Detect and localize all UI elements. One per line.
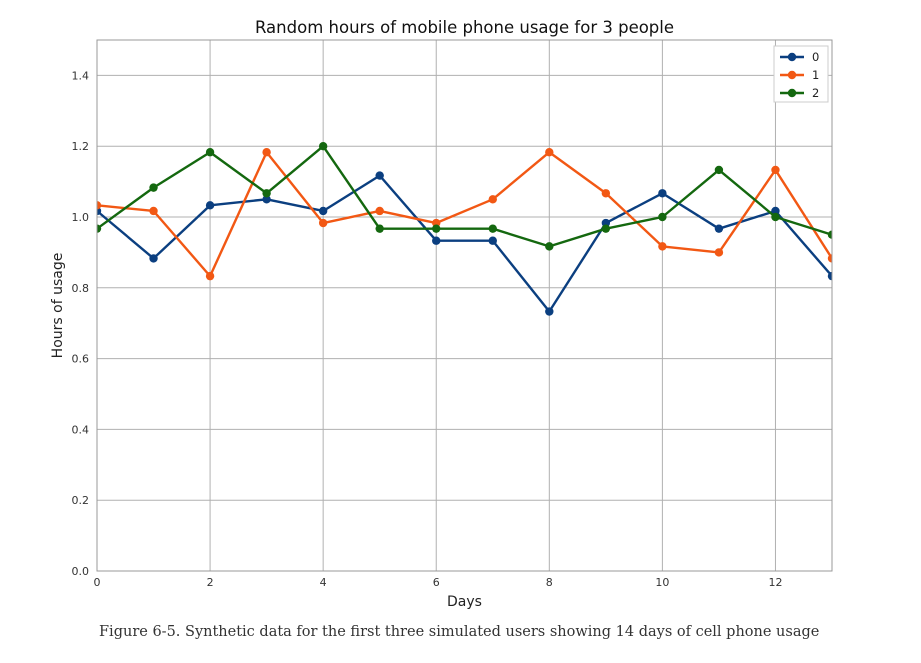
x-tick-label: 8 (546, 576, 553, 589)
legend: 0 1 2 (773, 45, 829, 103)
series-1-point (149, 206, 158, 216)
series-0-point (375, 171, 384, 180)
series-1-point (262, 148, 271, 157)
y-tick-label: 1.4 (72, 69, 90, 82)
x-tick-label: 6 (433, 576, 440, 589)
y-tick-label: 0.4 (72, 423, 90, 436)
x-tick-label: 2 (207, 576, 214, 589)
series-0-point (714, 224, 724, 233)
axis-labels: 0 2 4 6 8 10 12 0.0 0.2 0.4 0.6 0.8 1.0 1.2 1.4 (72, 69, 783, 589)
series-2-point (375, 224, 384, 233)
chart-title: Random hours of mobile phone usage for 3… (255, 18, 674, 37)
plot-frame (96, 39, 833, 572)
series-layer (97, 142, 832, 316)
legend-label-1: 1 (812, 68, 819, 82)
series-2-point (658, 212, 667, 222)
series-2-point (545, 242, 554, 251)
series-1-point (601, 189, 611, 198)
legend-marker-0 (787, 52, 797, 62)
figure-caption: Figure 6-5. Synthetic data for the first… (99, 624, 820, 640)
series-1-point (97, 201, 102, 210)
series-1-point (827, 254, 832, 263)
series-1-point (375, 206, 384, 216)
x-tick-label: 10 (655, 576, 669, 589)
series-1-point (714, 248, 724, 257)
series-0-point (149, 254, 158, 263)
series-2-line (97, 144, 832, 248)
series-2-point (771, 212, 780, 222)
series-2-point (97, 224, 102, 233)
series-2-point (149, 183, 158, 192)
y-tick-label: 0.0 (72, 565, 90, 578)
y-tick-label: 1.2 (72, 140, 90, 153)
chart-svg: 0 2 4 6 8 10 120.00.20.40.60.81.01.21.4 Random… (50, 18, 833, 610)
series-2-point (262, 189, 271, 198)
series-0-point (432, 236, 441, 245)
series-0-point (318, 206, 328, 216)
x-tick-label: 12 (768, 576, 782, 589)
series-2-point (432, 224, 441, 233)
series-2-point (714, 165, 724, 175)
legend-label-0: 0 (812, 50, 819, 64)
series-0-point (771, 206, 780, 216)
legend-marker-2 (787, 88, 797, 98)
y-axis-label: Hours of usage (50, 253, 66, 359)
y-tick-label: 1.0 (72, 211, 90, 224)
x-axis-label: Days (447, 594, 482, 610)
series-0-point (205, 201, 215, 210)
series-2-point (827, 230, 832, 239)
x-tick-label: 4 (320, 576, 327, 589)
series-2-point (318, 142, 328, 151)
series-2-point (601, 224, 611, 233)
y-tick-label: 0.2 (72, 494, 90, 507)
line-chart: 0 2 4 6 8 10 12 0.0 0.2 0.4 0.6 0.8 1.0 1.2 1.4 Random… (50, 18, 833, 610)
y-tick-label: 0.6 (72, 353, 90, 366)
legend-marker-1 (787, 70, 797, 80)
series-0-point (658, 189, 667, 198)
series-1-point (658, 242, 667, 251)
series-1-point (545, 148, 554, 157)
series-1-point (205, 271, 215, 281)
series-1-line (97, 151, 832, 278)
series-0-point (827, 271, 832, 281)
series-0-point (545, 307, 554, 316)
series-0-point (488, 236, 497, 245)
x-tick-label: 0 (94, 576, 101, 589)
series-2-point (488, 224, 497, 233)
series-0-point (262, 195, 271, 204)
series-0-line (97, 174, 832, 313)
legend-label-2: 2 (812, 86, 819, 100)
grid-lines (96, 40, 832, 572)
series-2-point (205, 148, 215, 157)
series-1-point (488, 195, 497, 204)
series-1-point (771, 165, 780, 175)
series-1-point (318, 218, 328, 228)
y-tick-label: 0.8 (72, 282, 90, 295)
